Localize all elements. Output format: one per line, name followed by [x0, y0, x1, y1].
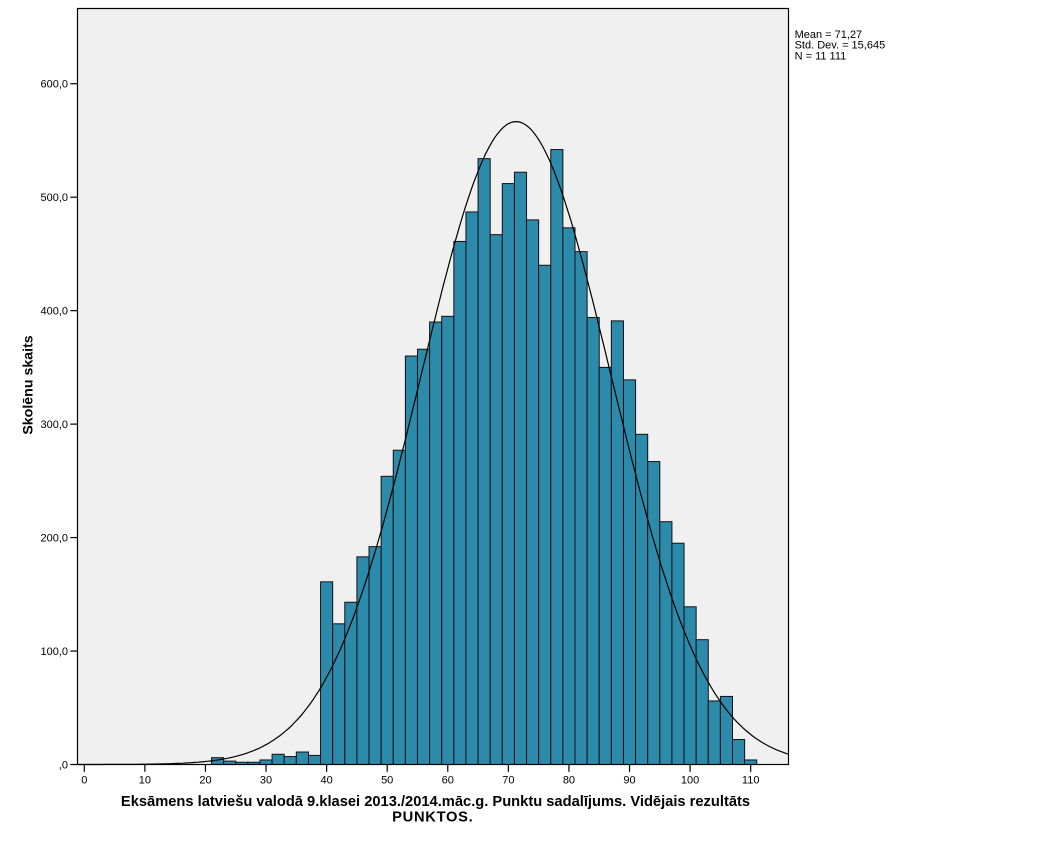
svg-text:70: 70 [502, 775, 514, 787]
svg-text:80: 80 [563, 775, 575, 787]
svg-text:20: 20 [199, 775, 211, 787]
svg-text:0: 0 [81, 775, 87, 787]
svg-text:90: 90 [623, 775, 635, 787]
svg-text:10: 10 [139, 775, 151, 787]
svg-text:500,0: 500,0 [40, 192, 68, 204]
svg-text:30: 30 [260, 775, 272, 787]
svg-text:40: 40 [320, 775, 332, 787]
svg-text:50: 50 [381, 775, 393, 787]
svg-text:100,0: 100,0 [40, 646, 68, 658]
svg-text:60: 60 [442, 775, 454, 787]
svg-text:100: 100 [681, 775, 699, 787]
svg-text:Eksāmens latviešu valodā 9.kla: Eksāmens latviešu valodā 9.klasei 2013./… [121, 794, 750, 810]
svg-text:,0: ,0 [59, 760, 68, 772]
svg-text:110: 110 [742, 775, 760, 787]
svg-text:N = 11 111: N = 11 111 [795, 50, 847, 62]
svg-text:300,0: 300,0 [40, 419, 68, 431]
svg-text:600,0: 600,0 [40, 79, 68, 91]
svg-text:PUNKTOS.: PUNKTOS. [392, 810, 473, 826]
svg-text:Skolēnu skaits: Skolēnu skaits [21, 335, 37, 434]
svg-text:200,0: 200,0 [40, 533, 68, 545]
svg-text:400,0: 400,0 [40, 306, 68, 318]
svg-text:Std. Dev. = 15,645: Std. Dev. = 15,645 [795, 40, 886, 52]
svg-text:Mean = 71,27: Mean = 71,27 [795, 29, 863, 41]
